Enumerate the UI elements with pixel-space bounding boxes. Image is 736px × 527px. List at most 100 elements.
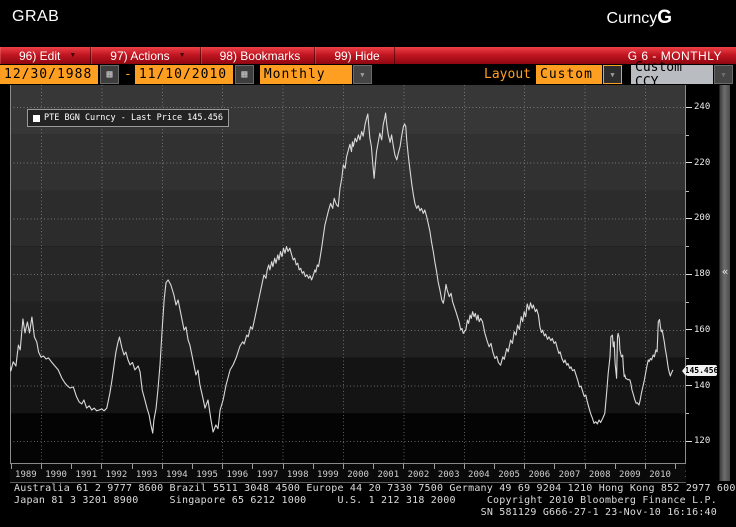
x-axis-tick — [41, 464, 42, 469]
x-axis-tick — [584, 464, 586, 469]
chevron-down-icon: ▼ — [69, 52, 77, 59]
series-marker-icon — [33, 114, 40, 122]
collapse-chevron-icon: « — [721, 265, 729, 278]
x-axis-year-label: 1989 — [15, 470, 37, 480]
x-axis-year-cell: 2000 — [343, 464, 373, 482]
x-axis-year-label: 20 — [675, 470, 686, 480]
y-axis-label-text: 180 — [694, 269, 711, 280]
x-axis-year-label: 2005 — [498, 470, 520, 480]
x-axis-year-label: 1990 — [45, 470, 67, 480]
x-axis-tick — [554, 464, 556, 469]
y-axis-label-text: 200 — [694, 213, 711, 224]
x-axis-tick — [645, 464, 646, 469]
y-axis-tick — [686, 106, 692, 108]
chart-background-band — [10, 246, 686, 302]
y-axis-label: 160 — [686, 325, 710, 335]
y-axis-minor-tick — [686, 190, 689, 192]
y-axis-label: 180 — [686, 269, 710, 279]
x-axis-year-cell: 2004 — [463, 464, 494, 482]
menu-item-label: 99) Hide — [334, 48, 380, 63]
x-axis-year-label: 2007 — [558, 470, 581, 480]
controls-row: 12/30/1988 ▦ - 11/10/2010 ▦ Monthly ▼ La… — [0, 60, 736, 90]
footer-contact-segment: Japan 81 3 3201 8900 — [14, 495, 139, 506]
x-axis-year-cell: 1991 — [71, 464, 101, 482]
x-axis-year-cell: 2008 — [584, 464, 615, 482]
series-legend-value: 145.456 — [187, 113, 223, 123]
y-axis-minor-tick — [686, 246, 689, 248]
grab-label: GRAB — [12, 8, 60, 25]
period-dropdown-button[interactable]: ▼ — [352, 65, 372, 84]
end-date-input[interactable]: 11/10/2010 — [134, 65, 233, 84]
x-axis-year-cell: 20 — [675, 464, 686, 482]
chevron-down-icon: ▼ — [360, 70, 365, 79]
x-axis-year-label: 1994 — [166, 470, 188, 480]
x-axis-year-cell: 2010 — [645, 464, 675, 482]
panel-collapse-handle[interactable]: « — [719, 85, 730, 481]
x-axis-year-cell: 2003 — [433, 464, 464, 482]
x-axis-year-cell: 2007 — [554, 464, 584, 482]
x-axis-tick — [463, 464, 465, 469]
y-axis-tick — [686, 273, 692, 275]
y-axis-label-text: 240 — [694, 102, 711, 112]
currency-dropdown-button[interactable]: ▼ — [714, 65, 733, 84]
x-axis-tick — [71, 464, 73, 469]
y-axis-label: 240 — [686, 102, 710, 112]
currency-select[interactable]: Custom CCY — [631, 60, 713, 90]
x-axis-year-label: 2008 — [588, 470, 611, 480]
chevron-down-icon: ▼ — [721, 70, 726, 79]
x-axis-year-cell: 1990 — [41, 464, 71, 482]
x-axis-tick — [494, 464, 495, 469]
x-axis-year-cell: 2009 — [614, 464, 645, 482]
chevron-down-icon: ▼ — [610, 70, 615, 79]
x-axis-tick — [614, 464, 616, 469]
menu-item-98-bookmarks[interactable]: 98) Bookmarks — [200, 47, 316, 64]
y-axis-label: 220 — [686, 158, 710, 168]
y-axis-tick — [686, 162, 692, 164]
layout-select[interactable]: Custom — [536, 65, 602, 84]
series-legend[interactable]: PTE BGN Curncy - Last Price 145.456 — [27, 109, 229, 127]
x-axis-tick — [433, 464, 435, 469]
x-axis-year-cell: 2006 — [524, 464, 554, 482]
menu-item-96-edit[interactable]: 96) Edit ▼ — [0, 47, 92, 64]
x-axis-year-label: 2004 — [468, 470, 490, 480]
y-axis-minor-tick — [686, 413, 689, 415]
calendar-icon: ▦ — [106, 69, 113, 80]
y-axis-minor-tick — [686, 134, 689, 136]
x-axis-year-cell: 1996 — [222, 464, 252, 482]
y-axis-minor-tick — [686, 357, 689, 359]
chart-background-band — [10, 413, 686, 463]
footer-contact-segment: Singapore 65 6212 1000 — [169, 495, 307, 506]
menu-item-label: 98) Bookmarks — [219, 48, 301, 63]
menu-item-99-hide[interactable]: 99) Hide — [315, 47, 395, 64]
footer-serial-line: SN 581129 G666-27-1 23-Nov-10 16:16:40 — [480, 507, 717, 518]
chevron-down-icon: ▼ — [178, 52, 186, 59]
menu-item-label: 96) Edit — [19, 48, 61, 63]
y-axis-label-text: 220 — [694, 157, 711, 168]
menu-bar: 96) Edit ▼ 97) Actions ▼ 98) Bookmarks 99) Hi… — [0, 47, 736, 64]
x-axis-year-cell: 1997 — [252, 464, 282, 482]
go-key-label: G — [657, 7, 672, 28]
menu-item-97-actions[interactable]: 97) Actions ▼ — [91, 47, 201, 64]
y-axis-tick — [686, 385, 692, 386]
y-axis-label-text: 140 — [694, 380, 711, 391]
x-axis-year-label: 2006 — [528, 470, 551, 480]
date-range-separator: - — [124, 67, 132, 82]
y-axis-tick — [686, 217, 692, 219]
start-date-calendar-button[interactable]: ▦ — [100, 65, 119, 84]
x-axis-tick — [10, 464, 12, 469]
terminal-footer: Australia 61 2 9777 8600 Brazil 5511 304… — [0, 483, 736, 519]
x-axis-tick — [403, 464, 405, 469]
period-select[interactable]: Monthly — [259, 65, 352, 84]
x-axis-year-label: 1991 — [75, 470, 98, 480]
end-date-calendar-button[interactable]: ▦ — [234, 65, 254, 84]
x-axis-year-cell: 1989 — [10, 464, 41, 482]
x-axis-year-label: 2003 — [437, 470, 460, 480]
x-axis-tick — [282, 464, 284, 469]
x-axis-year-label: 1992 — [105, 470, 128, 480]
layout-dropdown-button[interactable]: ▼ — [603, 65, 622, 84]
calendar-icon: ▦ — [241, 69, 248, 80]
price-chart-plot-area[interactable] — [10, 85, 686, 463]
start-date-input[interactable]: 12/30/1988 — [0, 65, 98, 84]
last-price-badge: 145.456 — [682, 365, 719, 377]
